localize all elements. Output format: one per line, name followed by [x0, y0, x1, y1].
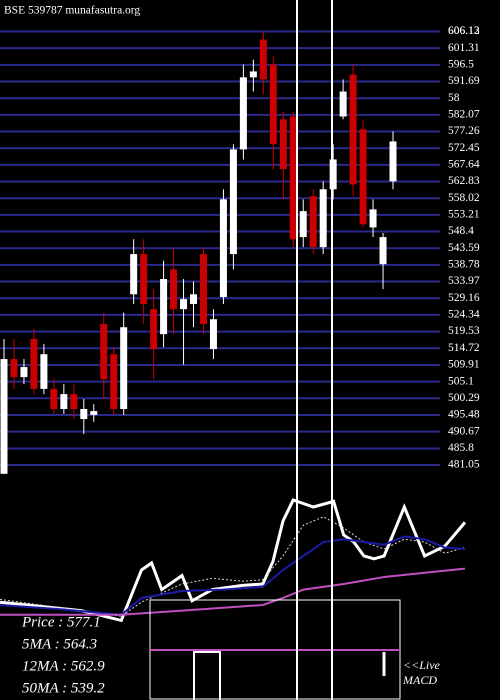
macd-bars [193, 651, 221, 700]
y-tick-label: 606.12 [448, 25, 480, 37]
candle-body [339, 91, 347, 117]
y-tick-label: 591.69 [448, 75, 480, 87]
candle-body [180, 299, 188, 310]
y-tick-label: 538.78 [448, 259, 480, 271]
candle-body [170, 269, 178, 310]
candle-body [359, 129, 367, 225]
indicator-line [0, 567, 466, 616]
indicator-panel [0, 498, 467, 623]
candle-body [249, 71, 257, 78]
y-tick-label: 582.07 [448, 109, 480, 121]
candle-body [60, 394, 68, 409]
y-tick-label: 567.64 [448, 159, 480, 171]
y-tick-label: 505.1 [448, 375, 474, 387]
y-tick-label: 58 [448, 92, 460, 104]
candle-body [80, 408, 88, 420]
candle-body [309, 196, 317, 248]
y-tick-label: 562.83 [448, 175, 480, 187]
candle-body [219, 199, 227, 298]
legend-12ma: 12MA : 562.9 [22, 658, 105, 674]
candle-body [90, 411, 98, 415]
y-tick-label: 524.34 [448, 309, 480, 321]
candle-body [379, 237, 387, 265]
y-tick-label: 572.45 [448, 142, 480, 154]
candle-body [0, 359, 8, 474]
y-tick-label: 529.16 [448, 292, 480, 304]
chart-title: BSE 539787 munafasutra.org [4, 5, 140, 17]
candle-body [229, 149, 237, 255]
candle-body [110, 354, 118, 409]
candles [0, 31, 397, 474]
indicator-line [0, 535, 466, 616]
y-tick-label: 596.5 [448, 58, 474, 70]
candle-body [259, 39, 267, 80]
y-tick-label: 495.48 [448, 409, 480, 421]
candle-body [349, 74, 357, 185]
y-tick-label: 577.26 [448, 125, 480, 137]
candle-body [40, 354, 48, 389]
candle-body [20, 367, 28, 378]
candle-body [199, 254, 207, 325]
candle-body [160, 279, 168, 335]
candle-body [120, 327, 128, 409]
y-tick-label: 553.21 [448, 209, 480, 221]
candle-body [319, 189, 327, 248]
candle-body [279, 119, 287, 170]
candle-body [239, 77, 247, 150]
candle-body [30, 338, 38, 389]
legend-5ma: 5MA : 564.3 [22, 636, 97, 652]
candle-body [289, 116, 297, 240]
y-tick-label: 500.29 [448, 392, 480, 404]
y-tick-label: 490.67 [448, 425, 480, 437]
candle-body [369, 209, 377, 228]
legend-price: Price : 577.1 [21, 614, 101, 630]
candle-body [50, 388, 58, 409]
y-tick-label: 543.59 [448, 242, 480, 254]
y-tick-label: 509.91 [448, 359, 480, 371]
y-tick-label: 485.8 [448, 442, 474, 454]
y-tick-label: 558.02 [448, 192, 480, 204]
y-tick-label: 601.31 [448, 42, 480, 54]
candle-body [140, 254, 148, 304]
legend-50ma: 50MA : 539.2 [22, 680, 105, 696]
candle-body [130, 254, 138, 295]
candle-body [209, 319, 217, 350]
candle-body [190, 294, 198, 304]
candle-body [299, 211, 307, 238]
y-tick-label: 533.97 [448, 275, 480, 287]
candle-body [70, 394, 78, 409]
macd-label: MACD [402, 673, 437, 687]
candle-body [100, 324, 108, 380]
y-tick-label: 481.05 [448, 459, 480, 471]
candle-body [329, 159, 337, 190]
y-tick-label: 548.4 [448, 225, 474, 237]
candle-body [10, 359, 18, 378]
live-label: <<Live [403, 658, 441, 672]
indicator-line [0, 498, 467, 623]
candle-body [389, 141, 397, 182]
indicator-line [0, 516, 466, 617]
candle-body [150, 309, 158, 350]
candle-body [269, 64, 277, 145]
y-tick-label: 514.72 [448, 342, 480, 354]
y-tick-label: 606.13 [448, 25, 480, 37]
y-tick-label: 519.53 [448, 325, 480, 337]
